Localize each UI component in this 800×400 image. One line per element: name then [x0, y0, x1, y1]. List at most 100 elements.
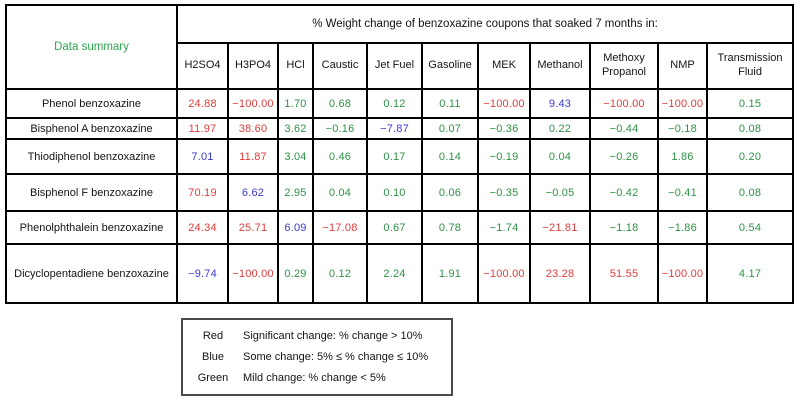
legend-row-red: Red Significant change: % change > 10%	[183, 325, 451, 346]
legend-row-blue: Blue Some change: 5% ≤ % change ≤ 10%	[183, 346, 451, 367]
value-cell: 3.62	[277, 117, 314, 140]
value-cell: 9.43	[529, 88, 591, 119]
column-header-row: H2SO4 H3PO4 HCl Caustic Jet Fuel Gasolin…	[6, 42, 795, 90]
value-cell: 0.46	[312, 138, 368, 175]
value-cell: 0.29	[277, 243, 314, 304]
value-cell: −0.18	[657, 117, 708, 140]
value-cell: 0.17	[366, 138, 423, 175]
value-cell: −0.42	[589, 173, 659, 212]
column-header-transmission-fluid: Transmission Fluid	[705, 42, 795, 90]
value-cell: 0.78	[421, 210, 479, 245]
legend-description: Some change: 5% ≤ % change ≤ 10%	[243, 350, 429, 363]
value-cell: 0.04	[529, 138, 591, 175]
column-header-methanol: Methanol	[529, 42, 591, 90]
value-cell: −0.19	[477, 138, 531, 175]
value-cell: 0.10	[366, 173, 423, 212]
value-cell: 0.04	[312, 173, 368, 212]
value-cell: −0.41	[657, 173, 708, 212]
value-cell: 6.62	[227, 173, 279, 212]
value-cell: 6.09	[277, 210, 314, 245]
column-header-caustic: Caustic	[312, 42, 368, 90]
corner-label-data-summary: Data summary	[5, 4, 178, 90]
value-cell: 3.04	[277, 138, 314, 175]
value-cell: 0.12	[312, 243, 368, 304]
value-cell: −1.74	[477, 210, 531, 245]
value-cell: −100.00	[227, 243, 279, 304]
value-cell: 38.60	[227, 117, 279, 140]
value-cell: 0.22	[529, 117, 591, 140]
value-cell: 4.17	[705, 243, 795, 304]
value-cell: 0.07	[421, 117, 479, 140]
value-cell: 1.86	[657, 138, 708, 175]
value-cell: 0.20	[705, 138, 795, 175]
column-header-gasoline: Gasoline	[421, 42, 479, 90]
weight-change-table: Data summary % Weight change of benzoxaz…	[5, 4, 795, 304]
legend-label: Red	[202, 329, 224, 342]
color-legend: Red Significant change: % change > 10% B…	[181, 318, 453, 396]
value-cell: −9.74	[176, 243, 229, 304]
value-cell: −0.26	[589, 138, 659, 175]
value-cell: −100.00	[477, 243, 531, 304]
legend-label: Green	[197, 371, 229, 384]
value-cell: 11.97	[176, 117, 229, 140]
column-header-mek: MEK	[477, 42, 531, 90]
value-cell: 0.12	[366, 88, 423, 119]
table-row: Phenolphthalein benzoxazine 24.34 25.71 …	[5, 210, 795, 245]
value-cell: 0.08	[705, 173, 795, 212]
value-cell: 0.54	[705, 210, 795, 245]
table-row: Thiodiphenol benzoxazine 7.01 11.87 3.04…	[5, 138, 795, 175]
value-cell: 24.88	[176, 88, 229, 119]
value-cell: 70.19	[176, 173, 229, 212]
legend-label: Blue	[201, 350, 225, 363]
value-cell: 0.14	[421, 138, 479, 175]
value-cell: 11.87	[227, 138, 279, 175]
table-row: Phenol benzoxazine 24.88 −100.00 1.70 0.…	[5, 88, 795, 119]
value-cell: 2.95	[277, 173, 314, 212]
value-cell: −7.87	[366, 117, 423, 140]
value-cell: 51.55	[589, 243, 659, 304]
column-header-nmp: NMP	[657, 42, 708, 90]
value-cell: −1.18	[589, 210, 659, 245]
value-cell: −17.08	[312, 210, 368, 245]
value-cell: −100.00	[227, 88, 279, 119]
row-label: Bisphenol A benzoxazine	[5, 117, 178, 140]
value-cell: 24.34	[176, 210, 229, 245]
value-cell: −0.44	[589, 117, 659, 140]
column-header-methoxy-propanol: Methoxy Propanol	[589, 42, 659, 90]
value-cell: −21.81	[529, 210, 591, 245]
value-cell: 0.06	[421, 173, 479, 212]
column-header-jet-fuel: Jet Fuel	[366, 42, 423, 90]
value-cell: −0.35	[477, 173, 531, 212]
value-cell: 0.67	[366, 210, 423, 245]
value-cell: 7.01	[176, 138, 229, 175]
value-cell: 25.71	[227, 210, 279, 245]
value-cell: −0.16	[312, 117, 368, 140]
row-label: Phenol benzoxazine	[5, 88, 178, 119]
value-cell: −0.36	[477, 117, 531, 140]
value-cell: 0.68	[312, 88, 368, 119]
table-row: Bisphenol A benzoxazine 11.97 38.60 3.62…	[5, 117, 795, 140]
table-title-row: Data summary % Weight change of benzoxaz…	[5, 4, 795, 90]
row-label: Thiodiphenol benzoxazine	[5, 138, 178, 175]
table-title: % Weight change of benzoxazine coupons t…	[175, 4, 795, 44]
value-cell: 23.28	[529, 243, 591, 304]
value-cell: −100.00	[477, 88, 531, 119]
value-cell: −100.00	[657, 243, 708, 304]
value-cell: −100.00	[657, 88, 708, 119]
value-cell: 0.08	[705, 117, 795, 140]
value-cell: −1.86	[657, 210, 708, 245]
column-header-hcl: HCl	[277, 42, 314, 90]
legend-description: Significant change: % change > 10%	[243, 329, 423, 342]
value-cell: 0.15	[705, 88, 795, 119]
table-row: Dicyclopentadiene benzoxazine −9.74 −100…	[5, 243, 795, 304]
legend-description: Mild change: % change < 5%	[243, 371, 386, 384]
value-cell: −100.00	[589, 88, 659, 119]
column-header-h3po4: H3PO4	[227, 42, 279, 90]
value-cell: 1.70	[277, 88, 314, 119]
value-cell: 0.11	[421, 88, 479, 119]
value-cell: −0.05	[529, 173, 591, 212]
column-header-h2so4: H2SO4	[176, 42, 229, 90]
row-label: Phenolphthalein benzoxazine	[5, 210, 178, 245]
value-cell: 1.91	[421, 243, 479, 304]
value-cell: 2.24	[366, 243, 423, 304]
